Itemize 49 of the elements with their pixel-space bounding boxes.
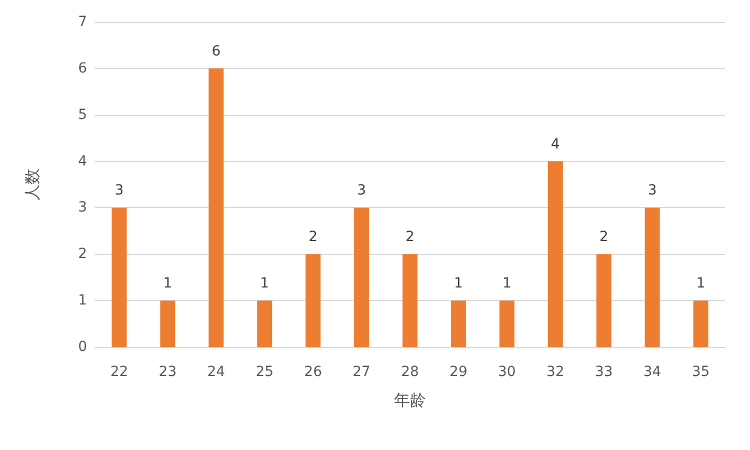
x-tick-label: 32: [546, 364, 564, 380]
data-label: 3: [114, 182, 124, 199]
x-tick-label: 34: [643, 364, 662, 380]
data-label: 1: [260, 276, 270, 292]
bar: [112, 208, 127, 347]
bar: [548, 161, 563, 347]
bar: [306, 254, 321, 347]
data-label: 1: [502, 276, 512, 292]
x-tick-label: 33: [594, 364, 613, 380]
data-label: 6: [212, 43, 221, 60]
data-label: 2: [308, 229, 318, 246]
bar: [450, 300, 466, 347]
bar: [693, 300, 708, 347]
x-tick-label: 22: [110, 364, 128, 380]
y-tick-label: 4: [78, 153, 88, 170]
data-label: 2: [406, 229, 414, 246]
data-label: 2: [599, 229, 608, 246]
y-tick-label: 7: [78, 14, 87, 30]
x-tick-label: 29: [450, 364, 468, 380]
bar: [160, 300, 176, 347]
data-label: 1: [163, 276, 172, 292]
bar: [499, 300, 514, 347]
bar: [402, 254, 418, 347]
x-tick-label: 35: [692, 364, 710, 380]
y-tick-label: 0: [78, 339, 87, 355]
bar: [208, 68, 224, 347]
bar: [257, 300, 272, 347]
y-tick-label: 1: [78, 292, 87, 309]
y-axis-title: 人数: [22, 168, 42, 200]
x-tick-label: 23: [158, 364, 177, 380]
x-tick-label: 25: [256, 364, 274, 380]
y-tick-label: 3: [78, 200, 87, 216]
data-label: 1: [696, 276, 706, 292]
data-label: 1: [454, 276, 463, 292]
y-tick-label: 6: [78, 60, 88, 76]
y-tick-label: 2: [78, 246, 87, 262]
data-label: 3: [648, 182, 657, 199]
y-tick-label: 5: [78, 106, 87, 123]
x-tick-label: 30: [498, 364, 516, 380]
bar: [596, 254, 612, 347]
data-label: 4: [550, 136, 560, 152]
data-label: 3: [357, 182, 366, 199]
bar: [354, 208, 370, 347]
x-tick-label: 24: [207, 364, 226, 380]
x-tick-label: 27: [352, 364, 370, 380]
x-axis-title: 年龄: [394, 390, 426, 410]
bar: [644, 208, 660, 347]
x-tick-label: 28: [401, 364, 419, 380]
x-tick-label: 26: [304, 364, 322, 380]
